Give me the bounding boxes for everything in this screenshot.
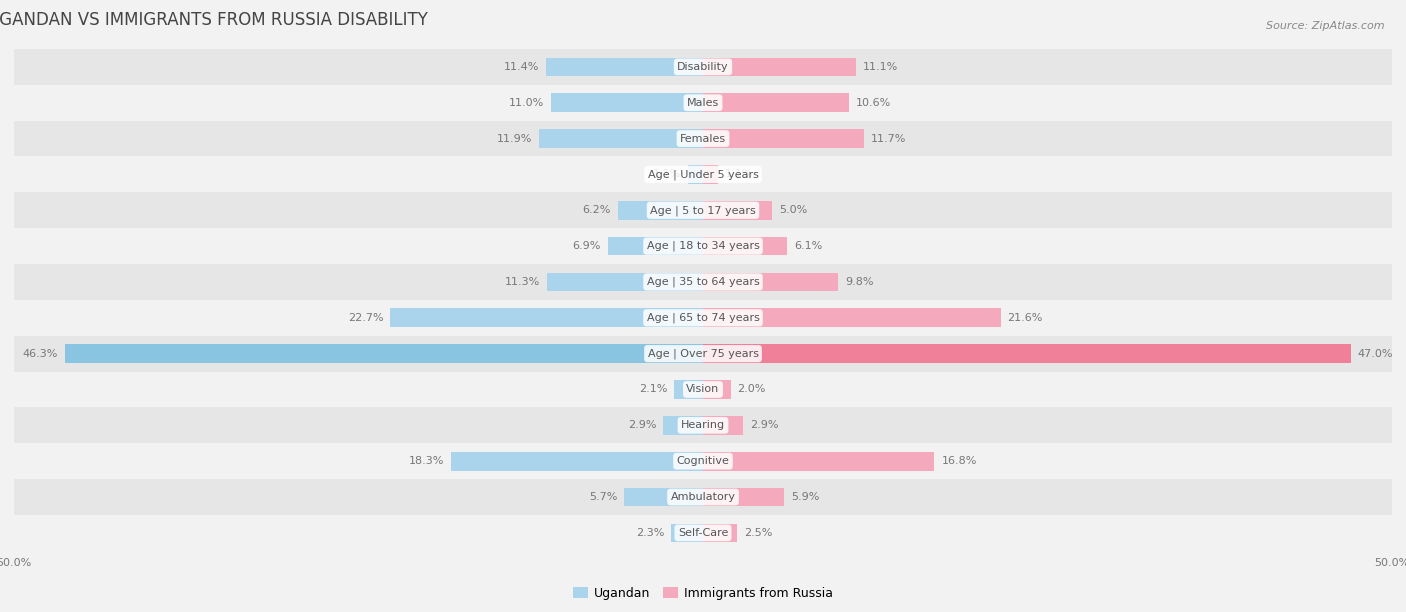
Text: 5.7%: 5.7% bbox=[589, 492, 617, 502]
Text: Age | Under 5 years: Age | Under 5 years bbox=[648, 169, 758, 180]
Text: 11.3%: 11.3% bbox=[505, 277, 540, 287]
Text: 1.1%: 1.1% bbox=[725, 170, 754, 179]
Bar bbox=[703, 308, 1001, 327]
Text: Males: Males bbox=[688, 98, 718, 108]
Text: Disability: Disability bbox=[678, 62, 728, 72]
Bar bbox=[14, 408, 1392, 443]
Bar bbox=[703, 94, 849, 112]
Bar bbox=[703, 272, 838, 291]
Bar bbox=[703, 165, 718, 184]
Text: 5.0%: 5.0% bbox=[779, 205, 807, 215]
Bar bbox=[14, 192, 1392, 228]
Bar bbox=[391, 308, 703, 327]
Bar bbox=[14, 49, 1392, 85]
Text: Source: ZipAtlas.com: Source: ZipAtlas.com bbox=[1267, 21, 1385, 31]
Bar bbox=[65, 345, 703, 363]
Text: Vision: Vision bbox=[686, 384, 720, 395]
Text: 2.1%: 2.1% bbox=[638, 384, 668, 395]
Text: Ambulatory: Ambulatory bbox=[671, 492, 735, 502]
Bar bbox=[547, 272, 703, 291]
Bar bbox=[14, 479, 1392, 515]
Bar bbox=[14, 228, 1392, 264]
Bar bbox=[703, 237, 787, 255]
Text: 11.7%: 11.7% bbox=[872, 133, 907, 144]
Bar bbox=[14, 300, 1392, 336]
Text: 16.8%: 16.8% bbox=[942, 456, 977, 466]
Bar bbox=[703, 523, 738, 542]
Bar bbox=[14, 515, 1392, 551]
Bar bbox=[14, 371, 1392, 408]
Text: 2.9%: 2.9% bbox=[627, 420, 657, 430]
Bar bbox=[673, 380, 703, 399]
Bar bbox=[14, 264, 1392, 300]
Text: 22.7%: 22.7% bbox=[347, 313, 384, 323]
Bar bbox=[14, 157, 1392, 192]
Text: Age | Over 75 years: Age | Over 75 years bbox=[648, 348, 758, 359]
Text: Cognitive: Cognitive bbox=[676, 456, 730, 466]
Text: 10.6%: 10.6% bbox=[856, 98, 891, 108]
Text: 11.9%: 11.9% bbox=[496, 133, 531, 144]
Text: 2.0%: 2.0% bbox=[738, 384, 766, 395]
Bar bbox=[607, 237, 703, 255]
Bar bbox=[14, 336, 1392, 371]
Text: 46.3%: 46.3% bbox=[22, 349, 58, 359]
Bar bbox=[703, 452, 935, 471]
Bar bbox=[703, 201, 772, 220]
Text: Age | 18 to 34 years: Age | 18 to 34 years bbox=[647, 241, 759, 252]
Text: 11.4%: 11.4% bbox=[503, 62, 538, 72]
Bar bbox=[546, 58, 703, 76]
Legend: Ugandan, Immigrants from Russia: Ugandan, Immigrants from Russia bbox=[568, 582, 838, 605]
Text: Age | 35 to 64 years: Age | 35 to 64 years bbox=[647, 277, 759, 287]
Text: 6.9%: 6.9% bbox=[572, 241, 600, 251]
Bar bbox=[14, 85, 1392, 121]
Bar bbox=[703, 129, 865, 148]
Bar bbox=[624, 488, 703, 506]
Bar bbox=[551, 94, 703, 112]
Bar bbox=[617, 201, 703, 220]
Bar bbox=[671, 523, 703, 542]
Text: 21.6%: 21.6% bbox=[1008, 313, 1043, 323]
Bar bbox=[664, 416, 703, 435]
Bar bbox=[14, 443, 1392, 479]
Bar bbox=[688, 165, 703, 184]
Text: 47.0%: 47.0% bbox=[1358, 349, 1393, 359]
Bar bbox=[703, 58, 856, 76]
Text: 2.9%: 2.9% bbox=[749, 420, 779, 430]
Text: Hearing: Hearing bbox=[681, 420, 725, 430]
Bar bbox=[451, 452, 703, 471]
Bar bbox=[703, 488, 785, 506]
Text: Self-Care: Self-Care bbox=[678, 528, 728, 538]
Text: UGANDAN VS IMMIGRANTS FROM RUSSIA DISABILITY: UGANDAN VS IMMIGRANTS FROM RUSSIA DISABI… bbox=[0, 11, 427, 29]
Text: 1.1%: 1.1% bbox=[652, 170, 681, 179]
Text: 6.1%: 6.1% bbox=[794, 241, 823, 251]
Text: Age | 5 to 17 years: Age | 5 to 17 years bbox=[650, 205, 756, 215]
Bar bbox=[538, 129, 703, 148]
Text: 5.9%: 5.9% bbox=[792, 492, 820, 502]
Text: 2.5%: 2.5% bbox=[744, 528, 773, 538]
Bar bbox=[14, 121, 1392, 157]
Text: 11.1%: 11.1% bbox=[863, 62, 898, 72]
Bar bbox=[703, 380, 731, 399]
Text: 18.3%: 18.3% bbox=[409, 456, 444, 466]
Text: Age | 65 to 74 years: Age | 65 to 74 years bbox=[647, 313, 759, 323]
Text: 11.0%: 11.0% bbox=[509, 98, 544, 108]
Text: Females: Females bbox=[681, 133, 725, 144]
Text: 2.3%: 2.3% bbox=[636, 528, 665, 538]
Text: 6.2%: 6.2% bbox=[582, 205, 610, 215]
Text: 9.8%: 9.8% bbox=[845, 277, 873, 287]
Bar bbox=[703, 416, 742, 435]
Bar bbox=[703, 345, 1351, 363]
